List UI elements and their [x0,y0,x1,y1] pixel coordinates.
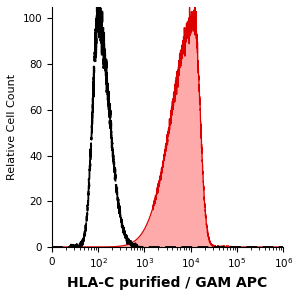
X-axis label: HLA-C purified / GAM APC: HLA-C purified / GAM APC [68,276,268,290]
Y-axis label: Relative Cell Count: Relative Cell Count [7,74,17,180]
